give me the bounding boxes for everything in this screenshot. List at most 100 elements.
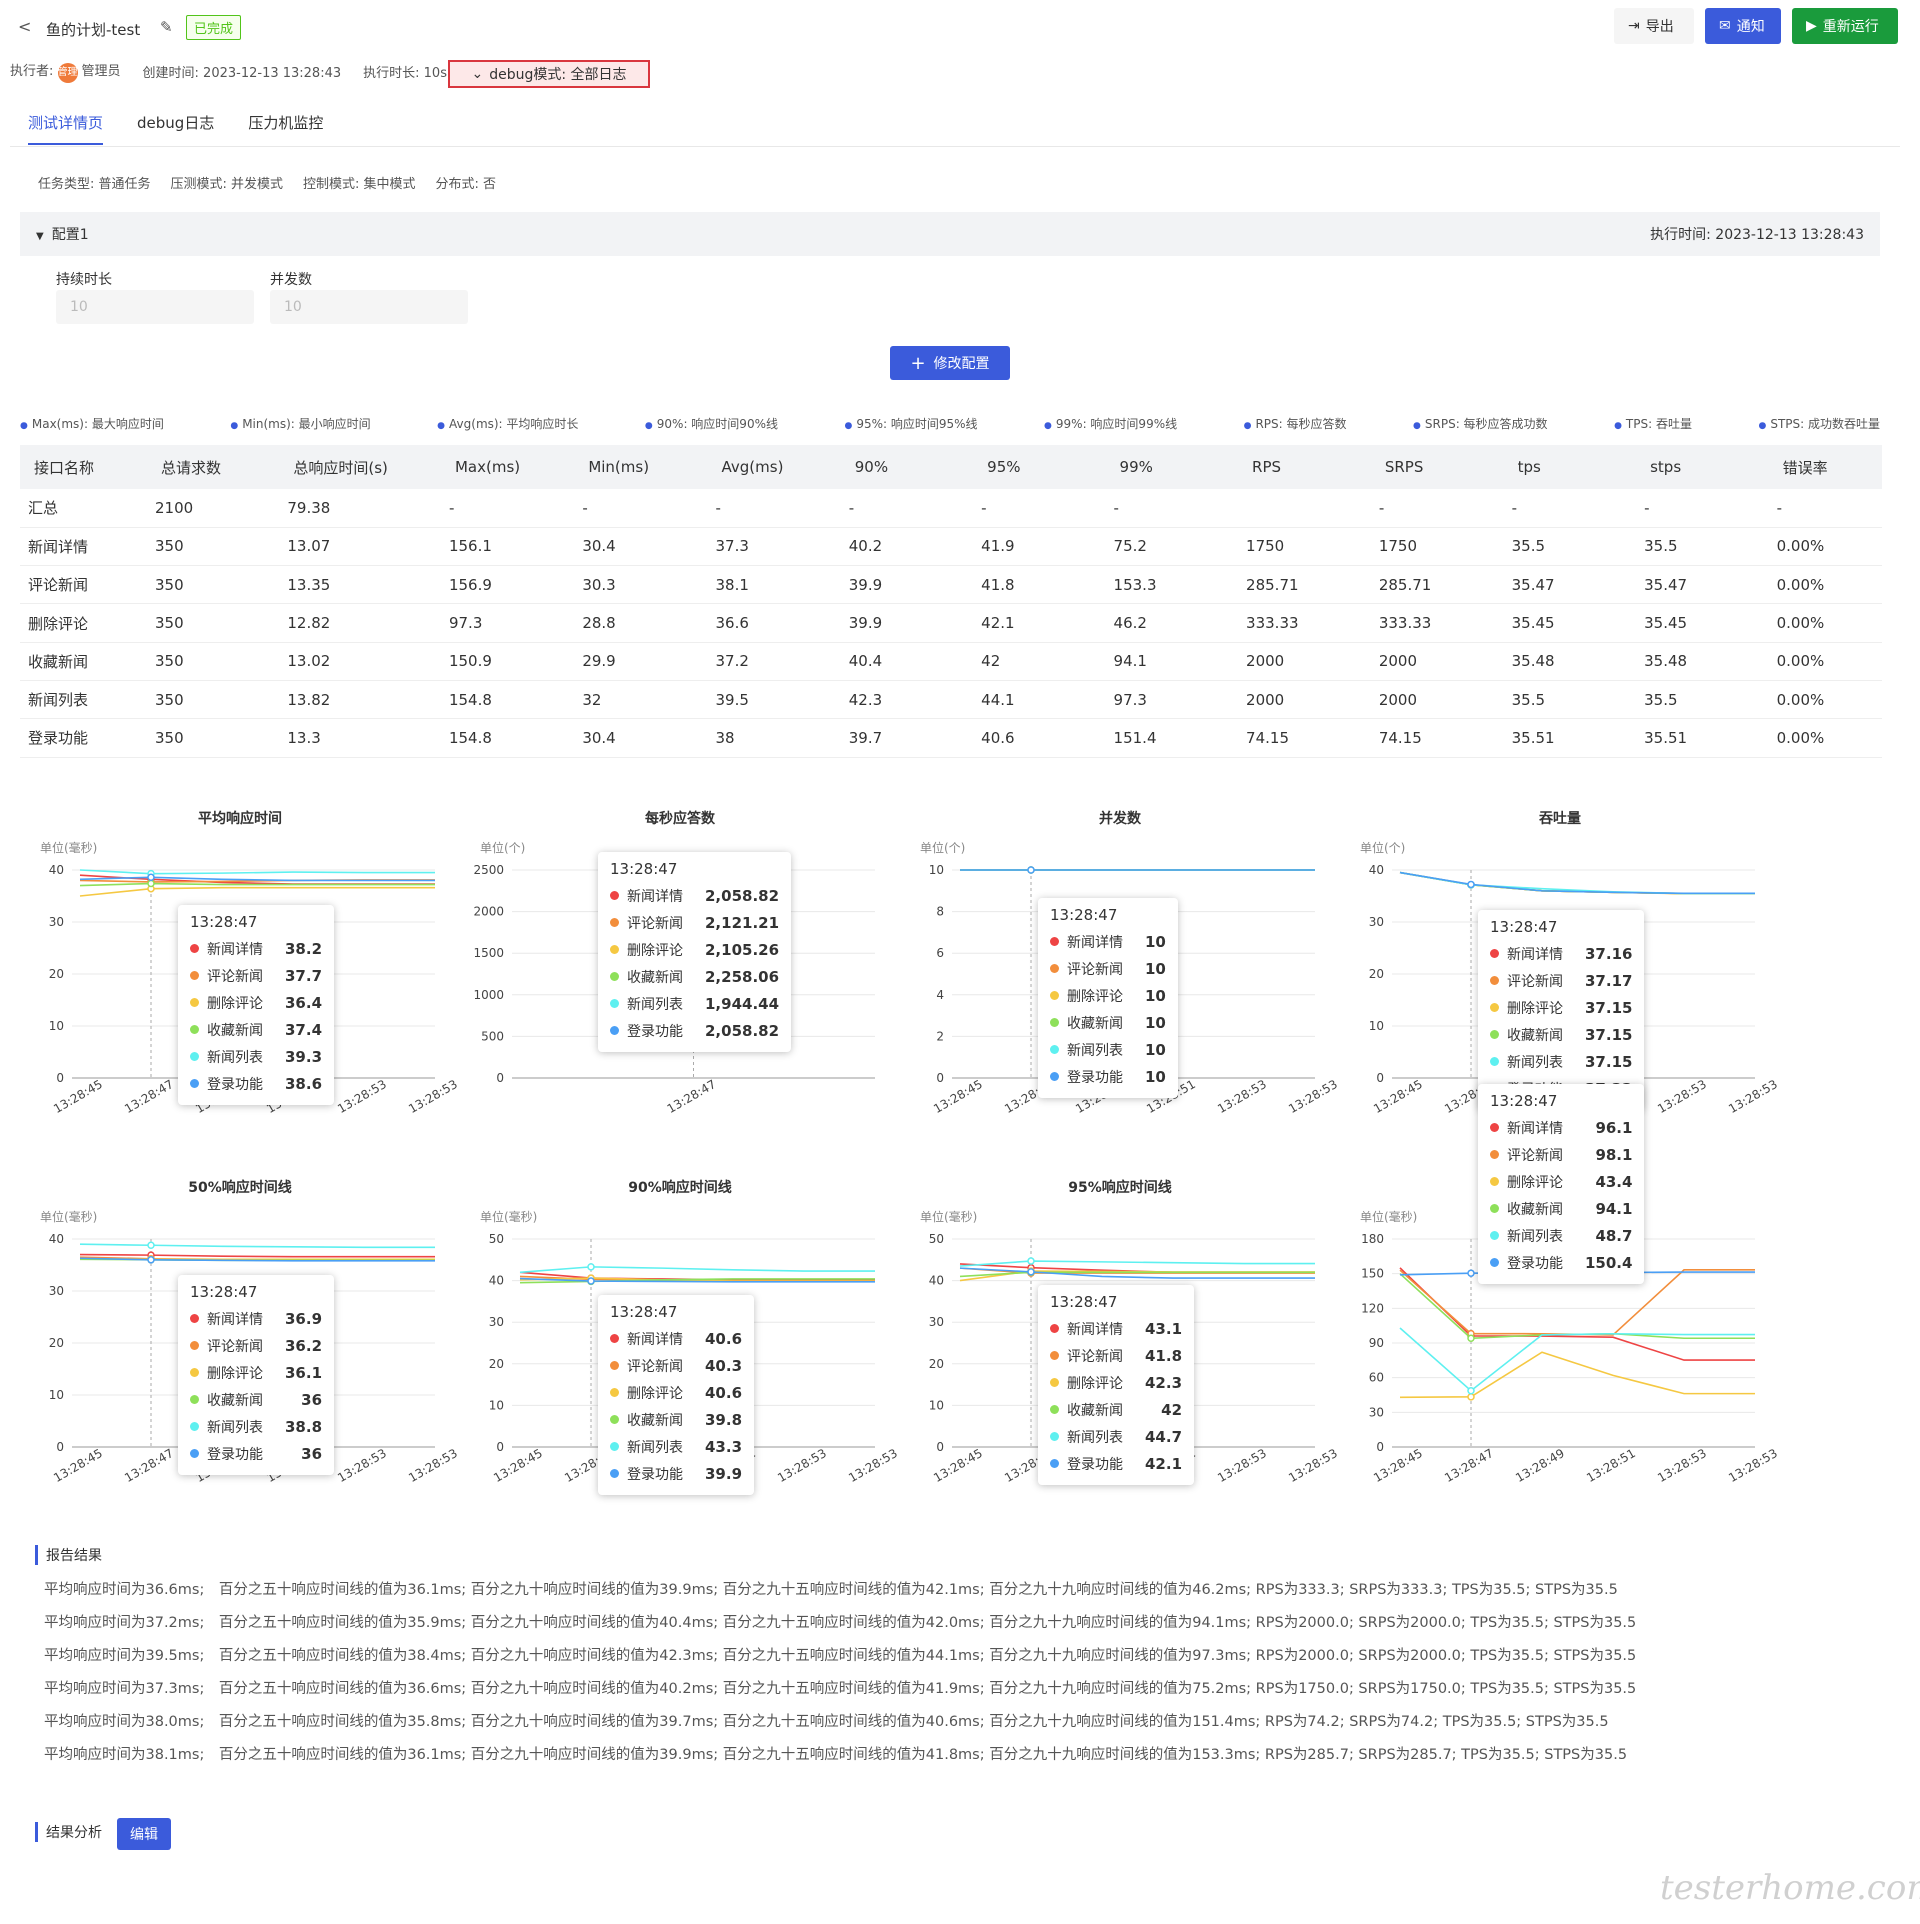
- y-tick-label: 50: [489, 1232, 504, 1246]
- y-unit-label: 单位(毫秒): [1360, 1209, 1417, 1224]
- tooltip-row: 登录功能 38.6: [190, 1070, 322, 1097]
- tab-load-monitor[interactable]: 压力机监控: [248, 114, 324, 132]
- tooltip-row: 新闻详情 43.1: [1050, 1315, 1182, 1342]
- series-dot-icon: [190, 944, 199, 953]
- rerun-button[interactable]: ▶ 重新运行: [1792, 8, 1898, 44]
- table-cell: 35.48: [1503, 642, 1637, 681]
- x-tick-label: 13:28:53: [406, 1446, 460, 1485]
- series-point: [587, 1263, 595, 1271]
- table-cell: 350: [147, 642, 280, 681]
- series-line: [519, 1277, 875, 1282]
- tooltip-value: 98.1: [1595, 1145, 1633, 1164]
- column-header: 95%: [973, 445, 1106, 489]
- series-dot-icon: [190, 1341, 199, 1350]
- tooltip-value: 36.2: [285, 1336, 323, 1355]
- config-name: 配置1: [51, 227, 89, 243]
- series-line: [959, 1267, 1315, 1279]
- y-tick-label: 8: [936, 905, 944, 919]
- y-tick-label: 0: [496, 1071, 504, 1085]
- y-tick-label: 0: [936, 1440, 944, 1454]
- series-line: [79, 1253, 435, 1258]
- tooltip-value: 38.6: [285, 1074, 323, 1093]
- y-tick-label: 4: [936, 988, 944, 1002]
- tab-test-detail[interactable]: 测试详情页: [28, 112, 104, 145]
- y-unit-label: 单位(毫秒): [920, 1209, 977, 1224]
- tooltip-value: 37.7: [285, 966, 323, 985]
- x-tick-label: 13:28:53: [1215, 1446, 1269, 1485]
- config-panel-header[interactable]: ▼ 配置1 执行时间: 2023-12-13 13:28:43: [20, 212, 1880, 256]
- series-dot-icon: [1490, 1231, 1499, 1240]
- tooltip-value: 150.4: [1585, 1253, 1633, 1272]
- series-dot-icon: [610, 1388, 619, 1397]
- tooltip-series-name: 收藏新闻: [1067, 1402, 1123, 1419]
- edit-analysis-button[interactable]: 编辑: [117, 1818, 171, 1850]
- tooltip-value: 42.3: [1145, 1373, 1183, 1392]
- tooltip-series-name: 删除评论: [207, 1365, 263, 1382]
- tooltip-series-name: 评论新闻: [207, 968, 263, 985]
- y-tick-label: 40: [49, 863, 64, 877]
- concurrency-field[interactable]: 10: [270, 290, 468, 324]
- tooltip-row: 评论新闻 10: [1050, 955, 1166, 982]
- y-tick-label: 10: [49, 1019, 64, 1033]
- table-cell: 75.2: [1105, 527, 1239, 567]
- tooltip-row: 登录功能 36: [190, 1440, 322, 1467]
- table-row: 收藏新闻 350 13.02 150.9 29.9 37.2 40.4 42 94.1 2000 2…: [20, 642, 1882, 681]
- export-button[interactable]: ⇥ 导出: [1614, 8, 1694, 44]
- chart-panel: 90%响应时间线 单位(毫秒) 0 10 20 30 40 50 13:28:45 13:28:4…: [460, 1177, 900, 1537]
- y-tick-label: 20: [49, 1336, 64, 1350]
- y-unit-label: 单位(毫秒): [480, 1209, 537, 1224]
- table-cell: 42: [973, 642, 1106, 681]
- metric-legend: Max(ms): 最大响应时间 Min(ms): 最小响应时间 Avg(ms):…: [20, 415, 1880, 432]
- table-cell: -: [1105, 489, 1239, 528]
- tooltip-value: 36.4: [285, 993, 323, 1012]
- back-icon[interactable]: <: [18, 17, 32, 36]
- table-cell: 35.5: [1636, 680, 1769, 720]
- y-tick-label: 0: [936, 1071, 944, 1085]
- tooltip-value: 43.4: [1595, 1172, 1633, 1191]
- edit-pencil-icon[interactable]: ✎: [160, 18, 173, 36]
- duration-field[interactable]: 10: [56, 290, 254, 324]
- series-line: [959, 1260, 1315, 1267]
- column-header: 总响应时间(s): [279, 445, 441, 489]
- chart-tooltip: 13:28:47 新闻详情 38.2 评论新闻 37.7 删除评论 36.4 收藏新闻 37.4…: [178, 905, 335, 1105]
- series-line: [519, 1277, 875, 1283]
- table-row: 删除评论 350 12.82 97.3 28.8 36.6 39.9 42.1 46.2 333.…: [20, 603, 1882, 643]
- notify-button[interactable]: ✉ 通知: [1705, 8, 1781, 44]
- tooltip-time: 13:28:47: [1050, 1293, 1118, 1311]
- series-dot-icon: [1490, 949, 1499, 958]
- tooltip-row: 删除评论 43.4: [1490, 1168, 1632, 1195]
- series-dot-icon: [1490, 1258, 1499, 1267]
- tooltip-value: 1,944.44: [705, 994, 780, 1013]
- tooltip-series-name: 新闻列表: [1067, 1429, 1123, 1446]
- y-tick-label: 500: [481, 1029, 504, 1043]
- table-cell: 350: [147, 680, 280, 720]
- tooltip-series-name: 删除评论: [1507, 1000, 1563, 1017]
- series-line: [79, 1257, 435, 1262]
- y-tick-label: 10: [49, 1388, 64, 1402]
- tab-debug-log[interactable]: debug日志: [137, 114, 215, 132]
- y-tick-label: 0: [56, 1440, 64, 1454]
- series-point: [1467, 1334, 1475, 1343]
- table-cell: 154.8: [440, 718, 575, 758]
- tooltip-series-name: 新闻详情: [1067, 1321, 1123, 1338]
- created-time: 创建时间: 2023-12-13 13:28:43: [142, 66, 342, 81]
- y-tick-label: 20: [929, 1357, 944, 1371]
- tooltip-row: 收藏新闻 37.15: [1490, 1021, 1632, 1048]
- column-header: Avg(ms): [707, 445, 841, 489]
- series-dot-icon: [1490, 1150, 1499, 1159]
- y-tick-label: 2500: [473, 863, 504, 877]
- series-dot-icon: [1050, 964, 1059, 973]
- debug-mode-dropdown[interactable]: ⌄ debug模式: 全部日志: [448, 60, 650, 88]
- table-cell: 285.71: [1238, 565, 1371, 605]
- control-mode: 控制模式: 集中模式: [303, 177, 416, 192]
- modify-config-button[interactable]: + 修改配置: [890, 346, 1010, 380]
- table-cell: 79.38: [279, 489, 441, 528]
- table-cell: 38.1: [707, 565, 841, 605]
- table-cell: 154.8: [440, 680, 575, 720]
- table-cell: 97.3: [1105, 680, 1239, 720]
- tooltip-value: 2,258.06: [705, 967, 780, 986]
- x-tick-label: 13:28:53: [1655, 1446, 1709, 1485]
- column-header: 接口名称: [20, 445, 147, 489]
- tooltip-series-name: 删除评论: [1067, 1375, 1123, 1392]
- y-tick-label: 120: [1361, 1301, 1384, 1315]
